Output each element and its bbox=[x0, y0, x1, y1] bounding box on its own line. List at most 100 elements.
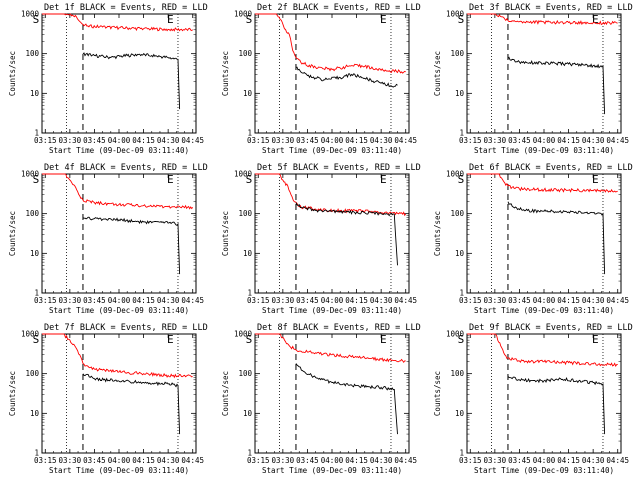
x-tick-label: 04:45 bbox=[394, 136, 417, 145]
y-tick-label: 1 bbox=[247, 129, 252, 138]
end-marker-label: E bbox=[167, 333, 174, 346]
x-tick-label: 04:00 bbox=[108, 136, 131, 145]
y-axis-label: Counts/sec bbox=[221, 51, 230, 96]
series-line-events bbox=[295, 363, 398, 435]
x-tick-label: 03:45 bbox=[296, 136, 319, 145]
y-tick-label: 10 bbox=[455, 89, 465, 98]
y-tick-label: 1 bbox=[459, 289, 464, 298]
x-tick-label: 03:15 bbox=[459, 296, 482, 305]
plot-frame bbox=[466, 173, 622, 294]
series-line-events bbox=[295, 202, 398, 266]
x-axis-label: Start Time (09-Dec-09 03:11:40) bbox=[474, 306, 614, 315]
plot-frame bbox=[41, 333, 197, 454]
x-tick-label: 03:30 bbox=[59, 136, 82, 145]
series-line-lld bbox=[255, 333, 406, 363]
series-line-events bbox=[507, 56, 606, 115]
y-tick-label: 100 bbox=[450, 49, 464, 58]
x-tick-label: 04:30 bbox=[582, 456, 605, 465]
series-line-lld bbox=[467, 173, 618, 193]
x-tick-label: 04:00 bbox=[108, 456, 131, 465]
plot-frame bbox=[254, 333, 410, 454]
plot-frame bbox=[41, 13, 197, 134]
x-axis-label: Start Time (09-Dec-09 03:11:40) bbox=[474, 466, 614, 475]
chart-title: Det 8f BLACK = Events, RED = LLD bbox=[257, 323, 421, 333]
x-tick-label: 04:00 bbox=[533, 456, 556, 465]
y-tick-label: 100 bbox=[25, 209, 39, 218]
y-tick-label: 1000 bbox=[446, 330, 465, 339]
chart-title: Det 3f BLACK = Events, RED = LLD bbox=[469, 3, 633, 13]
x-tick-label: 04:15 bbox=[345, 136, 368, 145]
x-tick-label: 04:00 bbox=[108, 296, 131, 305]
x-tick-label: 03:45 bbox=[296, 456, 319, 465]
start-marker-label: S bbox=[458, 13, 465, 26]
y-axis-label: Counts/sec bbox=[433, 371, 442, 416]
x-tick-label: 04:15 bbox=[132, 136, 155, 145]
x-tick-label: 03:30 bbox=[59, 456, 82, 465]
x-axis-label: Start Time (09-Dec-09 03:11:40) bbox=[262, 146, 402, 155]
y-tick-label: 100 bbox=[238, 209, 252, 218]
x-tick-label: 04:15 bbox=[132, 456, 155, 465]
x-tick-label: 03:30 bbox=[272, 456, 295, 465]
y-tick-label: 1000 bbox=[446, 170, 465, 179]
x-tick-label: 03:15 bbox=[34, 456, 57, 465]
x-tick-label: 04:15 bbox=[345, 296, 368, 305]
start-marker-label: S bbox=[246, 333, 253, 346]
x-tick-label: 04:45 bbox=[606, 456, 629, 465]
x-tick-label: 04:30 bbox=[370, 456, 393, 465]
series-line-events bbox=[295, 66, 398, 88]
x-tick-label: 04:00 bbox=[321, 296, 344, 305]
y-tick-label: 1000 bbox=[234, 330, 253, 339]
y-axis-label: Counts/sec bbox=[433, 51, 442, 96]
y-axis-label: Counts/sec bbox=[221, 371, 230, 416]
x-tick-label: 04:45 bbox=[394, 456, 417, 465]
x-tick-label: 03:30 bbox=[484, 456, 507, 465]
y-tick-label: 1 bbox=[459, 449, 464, 458]
y-tick-label: 1 bbox=[247, 289, 252, 298]
chart-title: Det 1f BLACK = Events, RED = LLD bbox=[44, 3, 208, 13]
series-line-events bbox=[507, 376, 606, 435]
x-tick-label: 04:45 bbox=[606, 136, 629, 145]
plot-frame bbox=[254, 173, 410, 294]
chart-title: Det 2f BLACK = Events, RED = LLD bbox=[257, 3, 421, 13]
series-line-lld bbox=[255, 13, 406, 74]
plot-frame bbox=[254, 13, 410, 134]
y-tick-label: 100 bbox=[238, 49, 252, 58]
x-tick-label: 03:30 bbox=[59, 296, 82, 305]
y-tick-label: 1000 bbox=[21, 330, 40, 339]
x-tick-label: 03:45 bbox=[508, 456, 531, 465]
x-axis-label: Start Time (09-Dec-09 03:11:40) bbox=[262, 306, 402, 315]
y-tick-label: 100 bbox=[25, 369, 39, 378]
start-marker-label: S bbox=[33, 173, 40, 186]
x-axis-label: Start Time (09-Dec-09 03:11:40) bbox=[49, 306, 189, 315]
x-tick-label: 03:15 bbox=[34, 136, 57, 145]
x-tick-label: 04:30 bbox=[157, 136, 180, 145]
y-tick-label: 10 bbox=[243, 249, 253, 258]
x-tick-label: 03:15 bbox=[459, 136, 482, 145]
x-tick-label: 04:15 bbox=[132, 296, 155, 305]
plot-frame bbox=[41, 173, 197, 294]
y-tick-label: 10 bbox=[455, 249, 465, 258]
end-marker-label: E bbox=[380, 333, 387, 346]
y-tick-label: 1 bbox=[459, 129, 464, 138]
x-tick-label: 04:45 bbox=[181, 456, 204, 465]
chart-title: Det 7f BLACK = Events, RED = LLD bbox=[44, 323, 208, 333]
y-tick-label: 100 bbox=[25, 49, 39, 58]
x-tick-label: 04:00 bbox=[321, 136, 344, 145]
x-tick-label: 04:00 bbox=[533, 136, 556, 145]
series-line-lld bbox=[467, 13, 618, 26]
series-line-events bbox=[82, 52, 181, 110]
start-marker-label: S bbox=[246, 173, 253, 186]
plot-frame bbox=[466, 13, 622, 134]
y-tick-label: 100 bbox=[450, 209, 464, 218]
x-tick-label: 03:15 bbox=[459, 456, 482, 465]
chart-title: Det 5f BLACK = Events, RED = LLD bbox=[257, 163, 421, 173]
y-axis-label: Counts/sec bbox=[433, 211, 442, 256]
x-axis-label: Start Time (09-Dec-09 03:11:40) bbox=[262, 466, 402, 475]
x-tick-label: 04:30 bbox=[582, 296, 605, 305]
x-axis-label: Start Time (09-Dec-09 03:11:40) bbox=[49, 146, 189, 155]
start-marker-label: S bbox=[458, 333, 465, 346]
